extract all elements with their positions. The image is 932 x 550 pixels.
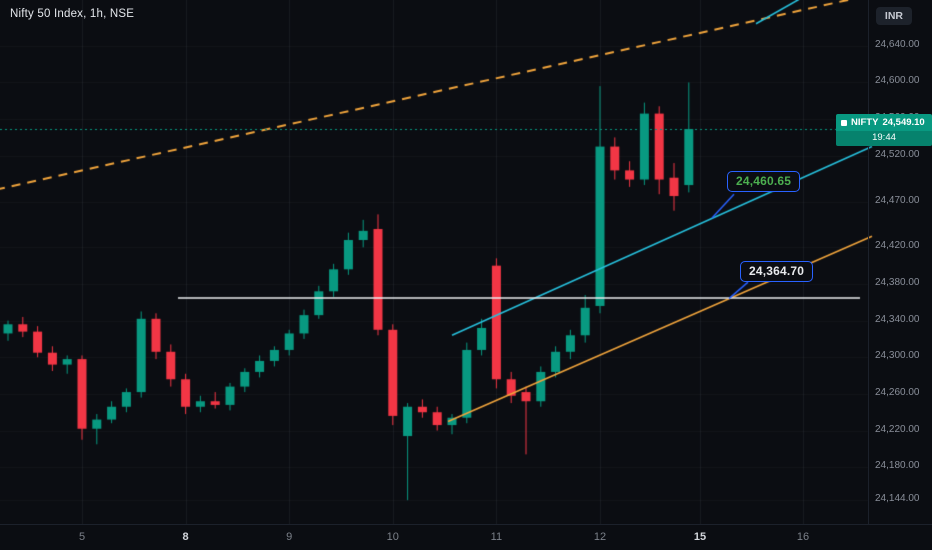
price-axis-label: 24,420.00: [875, 240, 920, 252]
price-axis-label: 24,600.00: [875, 75, 920, 87]
price-axis-label: 24,640.00: [875, 38, 920, 50]
last-price-badge-row: NIFTY 24,549.10: [836, 114, 932, 131]
badge-symbol: NIFTY: [851, 117, 879, 129]
price-axis-label: 24,260.00: [875, 386, 920, 398]
price-axis-label: 24,220.00: [875, 423, 920, 435]
price-axis-label: 24,144.00: [875, 493, 920, 505]
time-axis-label: 8: [182, 531, 189, 543]
time-axis-label: 16: [796, 531, 810, 543]
badge-price: 24,549.10: [882, 117, 925, 129]
price-axis-label: 24,380.00: [875, 276, 920, 288]
time-axis-label: 12: [593, 531, 607, 543]
level-price-callout[interactable]: 24,364.70: [740, 261, 814, 282]
price-axis-label: 24,300.00: [875, 350, 920, 362]
price-axis-label: 24,470.00: [875, 194, 920, 206]
time-axis-label: 9: [286, 531, 293, 543]
trendline-price-callout[interactable]: 24,460.65: [727, 171, 801, 192]
price-axis-label: 24,520.00: [875, 148, 920, 160]
price-axis[interactable]: 24,640.0024,600.0024,560.0024,520.0024,4…: [868, 0, 932, 524]
price-axis-label: 24,340.00: [875, 313, 920, 325]
time-axis-label: 15: [693, 531, 707, 543]
currency-badge[interactable]: INR: [875, 7, 912, 25]
badge-time: 19:44: [836, 131, 932, 147]
last-price-badge: NIFTY 24,549.10 19:44: [836, 114, 932, 147]
chart-legend-title[interactable]: Nifty 50 Index, 1h, NSE: [10, 8, 135, 20]
price-axis-label: 24,180.00: [875, 460, 920, 472]
symbol-marker-icon: [841, 119, 847, 126]
time-axis-label: 5: [78, 531, 86, 543]
time-axis-label: 10: [386, 531, 399, 543]
time-axis[interactable]: 5 8 9 10 11 12 15 16: [0, 524, 932, 550]
time-axis-label: 11: [490, 531, 503, 543]
